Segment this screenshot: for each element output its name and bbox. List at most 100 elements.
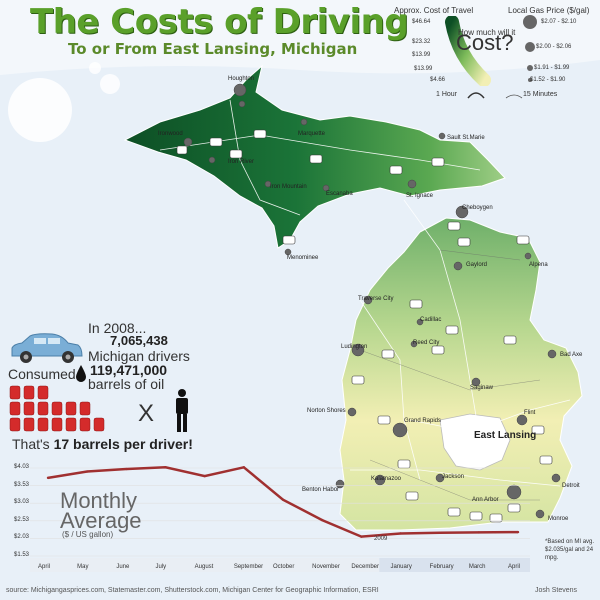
year-2009-band [379, 558, 530, 572]
city-label-gaylord: Gaylord [466, 262, 488, 268]
gas-range-4: $1.52 - $1.90 [530, 77, 566, 83]
chart-title-line2: Average [60, 508, 142, 533]
data-point [164, 466, 167, 469]
subtitle: To or From East Lansing, Michigan [68, 40, 358, 58]
x-tick-label: November [312, 564, 340, 570]
city-label-sault-st-marie: Sault St.Marie [447, 135, 485, 141]
cost-legend-ramp [445, 16, 491, 86]
city-label-ludington: Ludington [341, 344, 368, 350]
city-label-kalamazoo: Kalamazoo [371, 476, 402, 482]
stat-drivers-label: Michigan drivers [88, 348, 190, 364]
x-tick-label: September [233, 564, 264, 570]
y-tick-label: $3.03 [14, 499, 30, 506]
chart-title-line1: Monthly [60, 488, 138, 513]
legend-question: How much will it [458, 28, 516, 37]
price-line-chart [30, 465, 530, 572]
data-point [281, 498, 285, 501]
legend-hour: 1 Hour [436, 91, 458, 98]
city-label-escanaba: Escanaba [326, 191, 353, 197]
x-tick-label: January [390, 564, 412, 570]
gas-legend-circles [523, 15, 537, 82]
y-tick-label: $3.53 [14, 481, 30, 488]
legend-cost-word: Cost? [456, 30, 514, 55]
data-point [320, 518, 324, 522]
legend-minutes: 15 Minutes [523, 91, 558, 98]
footnote: *Based on MI avg. $2.035/gal and 24 mpg. [545, 539, 595, 561]
car-icon [11, 333, 83, 363]
stat-per-driver: That's 17 barrels per driver! [12, 436, 193, 452]
cost-value-1: $46.64 [412, 19, 431, 25]
gas-range-2: $2.00 - $2.06 [536, 44, 572, 50]
stat-drivers-number: 7,065,438 [110, 333, 168, 348]
oil-drop-icon [76, 365, 86, 382]
data-point [477, 531, 481, 534]
cost-value-4: $13.99 [414, 66, 433, 72]
x-tick-label: April [508, 564, 521, 570]
city-label-st-ignace: St. Ignace [406, 193, 434, 199]
data-point [360, 535, 363, 538]
y-tick-label: $2.03 [14, 534, 30, 541]
data-point [399, 532, 402, 535]
lower-peninsula [339, 217, 583, 531]
city-label-bad-axe: Bad Axe [560, 352, 583, 358]
main-title: The Costs of Driving [30, 2, 409, 42]
source-credit: source: Michigangasprices.com, Statemast… [6, 587, 379, 594]
stat-year: In 2008... [88, 320, 147, 336]
city-label-cheboygen: Cheboygen [462, 205, 493, 211]
stat-multiply: X [138, 400, 155, 427]
city-label-ironwood: Ironwood [158, 131, 183, 137]
city-label-east-lansing: East Lansing [474, 430, 537, 441]
data-point [85, 470, 89, 473]
city-label-benton-habor: Benton Habor [302, 487, 340, 493]
data-point [203, 474, 206, 478]
data-point [125, 467, 128, 471]
gas-legend-title: Local Gas Price ($/gal) [508, 6, 590, 15]
year-marker: 2009 [374, 536, 388, 542]
city-label-cadillac: Cadillac [420, 317, 442, 323]
y-tick-label: $2.53 [14, 516, 30, 523]
x-tick-label: October [273, 564, 295, 570]
city-label-detroit: Detroit [562, 483, 580, 489]
stat-per-driver-value: 17 barrels per driver! [53, 436, 193, 452]
y-tick-label: $1.53 [14, 552, 30, 558]
author-credit: Josh Stevens [535, 587, 578, 594]
chart-ylabel: ($ / US gallon) [62, 530, 114, 539]
east-lansing-zone [439, 413, 511, 471]
gas-range-3: $1.91 - $1.99 [534, 65, 570, 71]
x-tick-label: April [38, 564, 51, 570]
x-tick-label: February [429, 564, 454, 570]
cost-value-5: $4.66 [430, 77, 446, 83]
city-label-norton-shores: Norton Shores [307, 408, 346, 414]
stat-barrels-number: 119,471,000 [90, 362, 168, 378]
barrels-icon [9, 385, 105, 432]
x-tick-label: December [351, 564, 380, 570]
city-label-flint: Flint [524, 410, 536, 416]
city-label-saginaw: Saginaw [470, 385, 494, 391]
x-tick-label: June [116, 564, 130, 570]
city-label-ann-arbor: Ann Arbor [472, 497, 499, 503]
stat-consumed: Consumed [8, 366, 76, 382]
y-tick-label: $4.03 [14, 464, 30, 470]
city-label-grand-rapids: Grand Rapids [404, 418, 442, 424]
x-tick-label: March [468, 564, 486, 570]
data-point [438, 531, 441, 534]
data-point [516, 530, 520, 534]
data-point [46, 476, 50, 480]
city-label-alpena: Alpena [529, 262, 548, 268]
x-tick-label: August [194, 564, 214, 570]
city-label-jackson: Jackson [442, 474, 465, 480]
data-point [242, 466, 246, 469]
legend-road-curves [467, 92, 523, 99]
person-icon [176, 389, 188, 432]
city-label-marquette: Marquette [298, 131, 326, 137]
city-label-monroe: Monroe [548, 516, 569, 522]
city-label-traverse-city: Traverse City [358, 296, 394, 302]
cost-legend-title: Approx. Cost of Travel [394, 6, 474, 15]
x-tick-label: July [155, 564, 167, 570]
city-label-houghton: Houghton [228, 76, 255, 82]
gas-range-1: $2.07 - $2.10 [541, 19, 577, 25]
x-tick-label: May [77, 564, 89, 570]
city-label-menominee: Menominee [287, 255, 319, 261]
city-label-iron-river: Iron River [228, 159, 255, 165]
